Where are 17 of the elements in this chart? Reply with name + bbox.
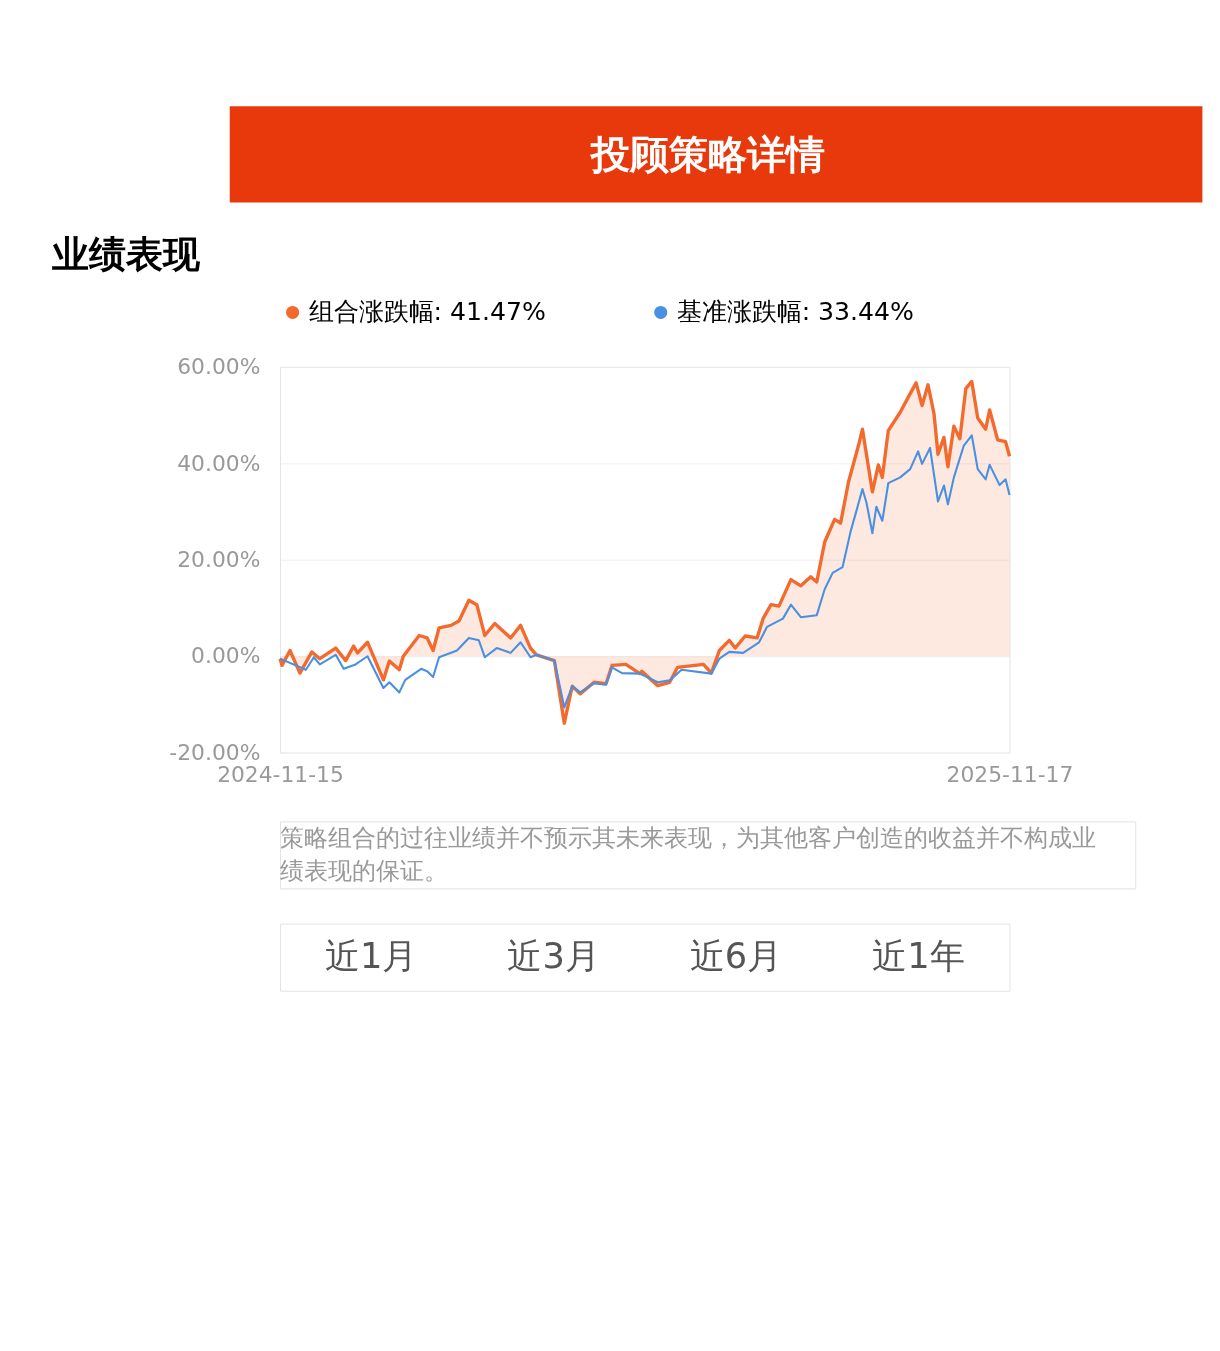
legend-label: 组合涨跌幅: 41.47% — [308, 297, 546, 327]
y-tick-label: -20.00% — [169, 739, 261, 765]
text: 近1月 — [325, 935, 418, 977]
y-tick-label: 40.00% — [177, 450, 261, 476]
y-tick-label: 20.00% — [177, 546, 261, 572]
text: 近3月 — [507, 935, 600, 977]
y-tick-label: 0.00% — [191, 643, 261, 669]
y-tick-label: 60.00% — [177, 354, 261, 380]
text: 近6月 — [689, 935, 783, 977]
text: 投顾策略详情 — [588, 132, 825, 178]
chart-title: 业绩表现 — [51, 233, 201, 277]
x-tick-label: 2024-11-15 — [217, 762, 344, 788]
line-series — [279, 434, 1011, 709]
text: 近1年 — [872, 935, 965, 977]
text: 策略组合的过往业绩并不预示其未来表现，为其他客户创造的收益并不构成业绩表现的保证。 — [280, 822, 1097, 886]
x-tick-label: 2025-11-17 — [946, 762, 1074, 788]
legend-label: 基准涨跌幅: 33.44% — [676, 297, 914, 327]
